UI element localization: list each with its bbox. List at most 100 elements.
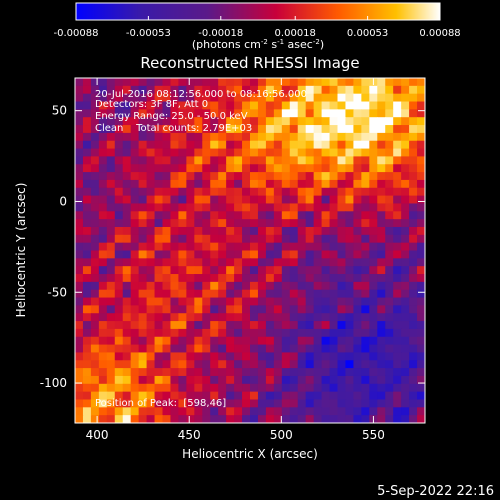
heatmap-cell xyxy=(106,321,116,330)
heatmap-cell xyxy=(337,132,347,142)
heatmap-cell xyxy=(122,415,132,423)
heatmap-cell xyxy=(337,313,347,322)
heatmap-cell xyxy=(417,195,425,205)
heatmap-cell xyxy=(250,360,259,369)
heatmap-cell xyxy=(377,352,386,361)
heatmap-cell xyxy=(186,203,195,212)
heatmap-cell xyxy=(369,344,378,354)
heatmap-cell xyxy=(98,132,108,142)
heatmap-cell xyxy=(385,132,394,142)
heatmap-cell xyxy=(154,415,164,423)
heatmap-cell xyxy=(90,132,100,142)
heatmap-cell xyxy=(313,289,323,299)
heatmap-cell xyxy=(202,219,211,228)
heatmap-cell xyxy=(369,211,378,220)
heatmap-cell xyxy=(146,281,156,291)
heatmap-cell xyxy=(226,148,235,158)
heatmap-cell xyxy=(289,336,299,346)
heatmap-cell xyxy=(281,148,291,158)
heatmap-cell xyxy=(313,368,323,377)
heatmap-cell xyxy=(321,281,331,291)
heatmap-cell xyxy=(265,164,275,173)
heatmap-cell xyxy=(218,274,227,283)
heatmap-cell xyxy=(257,352,267,361)
heatmap-cell xyxy=(82,125,92,134)
heatmap-cell xyxy=(98,219,108,228)
heatmap-cell xyxy=(242,274,251,283)
heatmap-cell xyxy=(186,125,195,134)
heatmap-cell xyxy=(154,383,164,393)
heatmap-cell xyxy=(138,266,148,275)
heatmap-cell xyxy=(361,321,370,330)
heatmap-cell xyxy=(98,226,108,236)
heatmap-cell xyxy=(313,125,323,134)
heatmap-cell xyxy=(409,226,418,236)
heatmap-cell xyxy=(202,328,211,338)
heatmap-cell xyxy=(122,234,132,244)
heatmap-cell xyxy=(194,109,203,118)
heatmap-cell xyxy=(409,383,418,393)
heatmap-cell xyxy=(385,101,394,110)
heatmap-cell xyxy=(162,360,172,369)
heatmap-cell xyxy=(106,352,116,361)
heatmap-cell xyxy=(186,360,195,369)
heatmap-cell xyxy=(90,352,100,361)
heatmap-cell xyxy=(242,85,251,95)
heatmap-cell xyxy=(273,203,283,212)
heatmap-cell xyxy=(98,93,108,103)
heatmap-cell xyxy=(82,132,92,142)
heatmap-cell xyxy=(401,368,410,377)
heatmap-cell xyxy=(114,140,124,150)
heatmap-cell xyxy=(106,93,116,103)
heatmap-cell xyxy=(242,211,251,220)
heatmap-cell xyxy=(265,132,275,142)
heatmap-cell xyxy=(337,258,347,267)
heatmap-cell xyxy=(210,352,219,361)
x-tick-label: 550 xyxy=(362,428,385,442)
heatmap-cell xyxy=(337,415,347,423)
heatmap-cell xyxy=(242,305,251,314)
heatmap-cell xyxy=(353,234,362,244)
heatmap-cell xyxy=(321,274,331,283)
heatmap-cell xyxy=(321,211,331,220)
heatmap-cell xyxy=(281,132,291,142)
heatmap-cell xyxy=(202,132,211,142)
heatmap-cell xyxy=(385,211,394,220)
heatmap-cell xyxy=(242,313,251,322)
heatmap-cell xyxy=(409,368,418,377)
heatmap-cell xyxy=(361,117,370,126)
heatmap-cell xyxy=(122,375,132,385)
heatmap-cell xyxy=(122,336,132,346)
heatmap-cell xyxy=(401,360,410,369)
heatmap-cell xyxy=(194,125,203,134)
heatmap-cell xyxy=(409,109,418,118)
heatmap-cell xyxy=(146,391,156,401)
heatmap-cell xyxy=(297,203,307,212)
heatmap-cell xyxy=(170,211,179,220)
heatmap-cell xyxy=(345,132,354,142)
heatmap-cell xyxy=(257,78,267,87)
heatmap-cell xyxy=(98,125,108,134)
heatmap-cell xyxy=(234,274,243,283)
heatmap-cell xyxy=(178,344,187,354)
heatmap-cell xyxy=(281,101,291,110)
heatmap-cell xyxy=(218,344,227,354)
heatmap-cell xyxy=(377,274,386,283)
heatmap-cell xyxy=(377,117,386,126)
heatmap-cell xyxy=(250,195,259,205)
heatmap-cell xyxy=(210,132,219,142)
heatmap-cell xyxy=(130,187,140,197)
heatmap-cell xyxy=(257,93,267,103)
heatmap-cell xyxy=(369,234,378,244)
heatmap-cell xyxy=(82,226,92,236)
heatmap-cell xyxy=(194,156,203,165)
heatmap-cell xyxy=(178,360,187,369)
heatmap-cell xyxy=(154,321,164,330)
heatmap-cell xyxy=(417,156,425,165)
heatmap-cell xyxy=(345,407,354,416)
heatmap-cell xyxy=(210,281,219,291)
heatmap-cell xyxy=(393,399,402,408)
heatmap-cell xyxy=(114,226,124,236)
heatmap-cell xyxy=(385,156,394,165)
heatmap-cell xyxy=(401,258,410,267)
